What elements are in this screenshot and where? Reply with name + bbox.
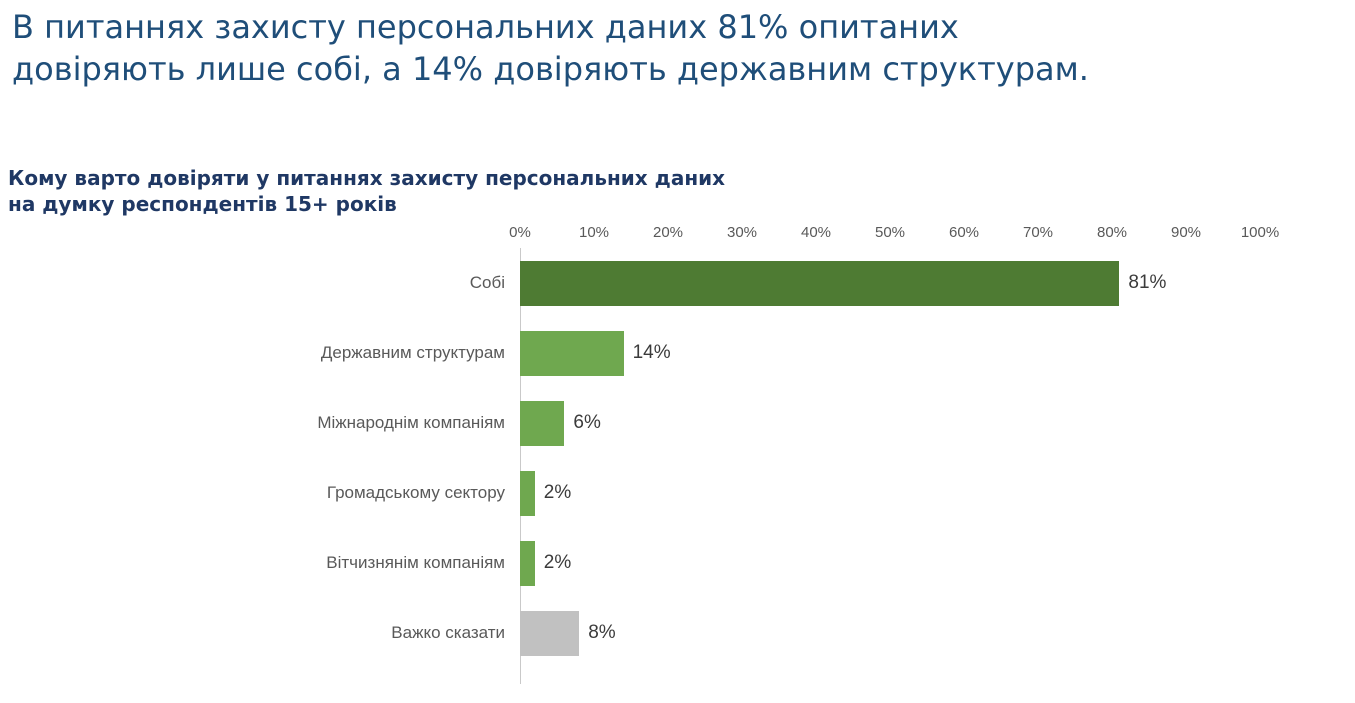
- bar-chart: 0% 10% 20% 30% 40% 50% 60% 70% 80% 90% 100% Собі 81…: [0, 218, 1300, 684]
- bar: [520, 610, 580, 656]
- bar-track: 81%: [520, 260, 1260, 306]
- bar-row: Вітчизнянім компаніям 2%: [0, 528, 1300, 598]
- category-label: Громадському сектору: [326, 483, 505, 502]
- bar-track: 2%: [520, 540, 1260, 586]
- chart-title: Кому варто довіряти у питаннях захисту п…: [8, 166, 726, 216]
- bar: [520, 330, 624, 376]
- page-title: В питаннях захисту персональних даних 81…: [12, 8, 1089, 89]
- x-tick-label: 40%: [800, 224, 832, 241]
- value-label: 8%: [588, 622, 616, 643]
- bar: [520, 540, 535, 586]
- bar-rows: Собі 81% Державним структурам 14% Міжнародні…: [0, 248, 1300, 684]
- value-label: 6%: [573, 412, 601, 433]
- x-tick-label: 100%: [1240, 224, 1280, 241]
- bar-track: 8%: [520, 610, 1260, 656]
- x-tick-label: 80%: [1096, 224, 1128, 241]
- category-label: Собі: [469, 273, 505, 292]
- value-label: 81%: [1128, 272, 1167, 293]
- category-label: Важко сказати: [391, 623, 505, 642]
- x-axis: 0% 10% 20% 30% 40% 50% 60% 70% 80% 90% 100%: [0, 218, 1300, 248]
- bar-row: Важко сказати 8%: [0, 598, 1300, 668]
- bar-row: Міжнароднім компаніям 6%: [0, 388, 1300, 458]
- category-label: Вітчизнянім компаніям: [326, 553, 505, 572]
- bar: [520, 260, 1120, 306]
- bar-track: 2%: [520, 470, 1260, 516]
- value-label: 2%: [543, 552, 572, 573]
- category-label: Міжнароднім компаніям: [317, 413, 505, 432]
- x-tick-label: 0%: [509, 224, 531, 241]
- bar: [520, 470, 535, 516]
- value-label: 14%: [632, 342, 671, 363]
- value-label: 2%: [543, 482, 572, 503]
- y-axis-line: [520, 248, 521, 684]
- x-axis-ticks: 0% 10% 20% 30% 40% 50% 60% 70% 80% 90% 100%: [509, 218, 1279, 248]
- bar: [520, 400, 565, 446]
- x-tick-label: 10%: [578, 224, 610, 241]
- x-tick-label: 70%: [1022, 224, 1054, 241]
- axis-label-spacer: [0, 218, 520, 248]
- x-tick-label: 50%: [874, 224, 906, 241]
- bar-row: Собі 81%: [0, 248, 1300, 318]
- bar-row: Державним структурам 14%: [0, 318, 1300, 388]
- bar-track: 6%: [520, 400, 1260, 446]
- x-tick-label: 90%: [1170, 224, 1202, 241]
- x-tick-label: 30%: [726, 224, 758, 241]
- bar-track: 14%: [520, 330, 1260, 376]
- x-tick-label: 20%: [652, 224, 684, 241]
- bar-row: Громадському сектору 2%: [0, 458, 1300, 528]
- category-label: Державним структурам: [320, 343, 505, 362]
- x-tick-label: 60%: [948, 224, 980, 241]
